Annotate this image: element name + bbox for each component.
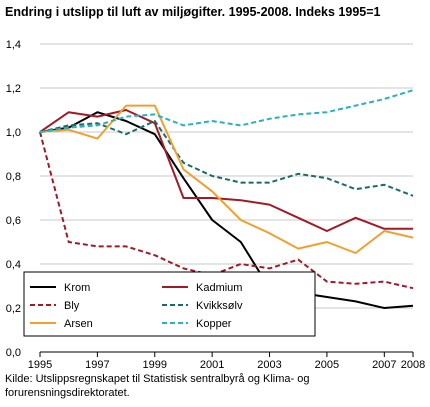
y-axis-tick-labels: 0,0 0,2 0,4 0,6 0,8 1,0 1,2 1,4: [6, 39, 21, 359]
series-line-krom: [39, 111, 414, 309]
legend-label: Krom: [64, 282, 90, 294]
legend-label: Bly: [64, 300, 80, 312]
series-lines: [39, 89, 414, 309]
x-tick-label: 2008: [401, 359, 425, 370]
legend-label: Kadmium: [196, 282, 242, 294]
series-line-kvikks-lv: [39, 120, 414, 197]
x-tick-label: 2007: [372, 359, 396, 370]
y-tick-label: 1,2: [6, 83, 21, 95]
legend-label: Kopper: [196, 318, 232, 330]
y-tick-label: 0,6: [6, 215, 21, 227]
legend-label: Kvikksølv: [196, 300, 243, 312]
x-tick-label: 1995: [28, 359, 52, 370]
x-tick-label: 2003: [257, 359, 281, 370]
y-tick-label: 0,2: [6, 303, 21, 315]
y-tick-label: 0,8: [6, 171, 21, 183]
y-tick-label: 0,0: [6, 347, 21, 359]
x-axis-tick-labels: 1995 1997 1999 2001 2003 2005 2007 2008: [28, 352, 425, 370]
legend-box: [23, 271, 316, 337]
x-tick-label: 1997: [85, 359, 109, 370]
legend: Krom Kadmium Bly Kvikksølv Arsen Kopper: [30, 282, 243, 330]
series-line-kopper: [39, 89, 414, 133]
y-tick-label: 1,0: [6, 127, 21, 139]
line-chart: 0,0 0,2 0,4 0,6 0,8 1,0 1,2 1,4 1995 1997 1999 200…: [6, 39, 426, 370]
y-tick-label: 0,4: [6, 259, 21, 271]
y-tick-label: 1,4: [6, 39, 21, 51]
chart-title: Endring i utslipp til luft av miljøgifte…: [5, 5, 381, 19]
x-tick-label: 2001: [200, 359, 224, 370]
x-tick-label: 2005: [315, 359, 339, 370]
series-line-bly: [39, 131, 414, 290]
series-line-kadmium: [39, 109, 413, 232]
legend-label: Arsen: [64, 318, 93, 330]
series-line-arsen: [39, 104, 414, 254]
source-note: Kilde: Utslippsregnskapet til Statistisk…: [5, 373, 310, 399]
x-tick-label: 1999: [143, 359, 167, 370]
